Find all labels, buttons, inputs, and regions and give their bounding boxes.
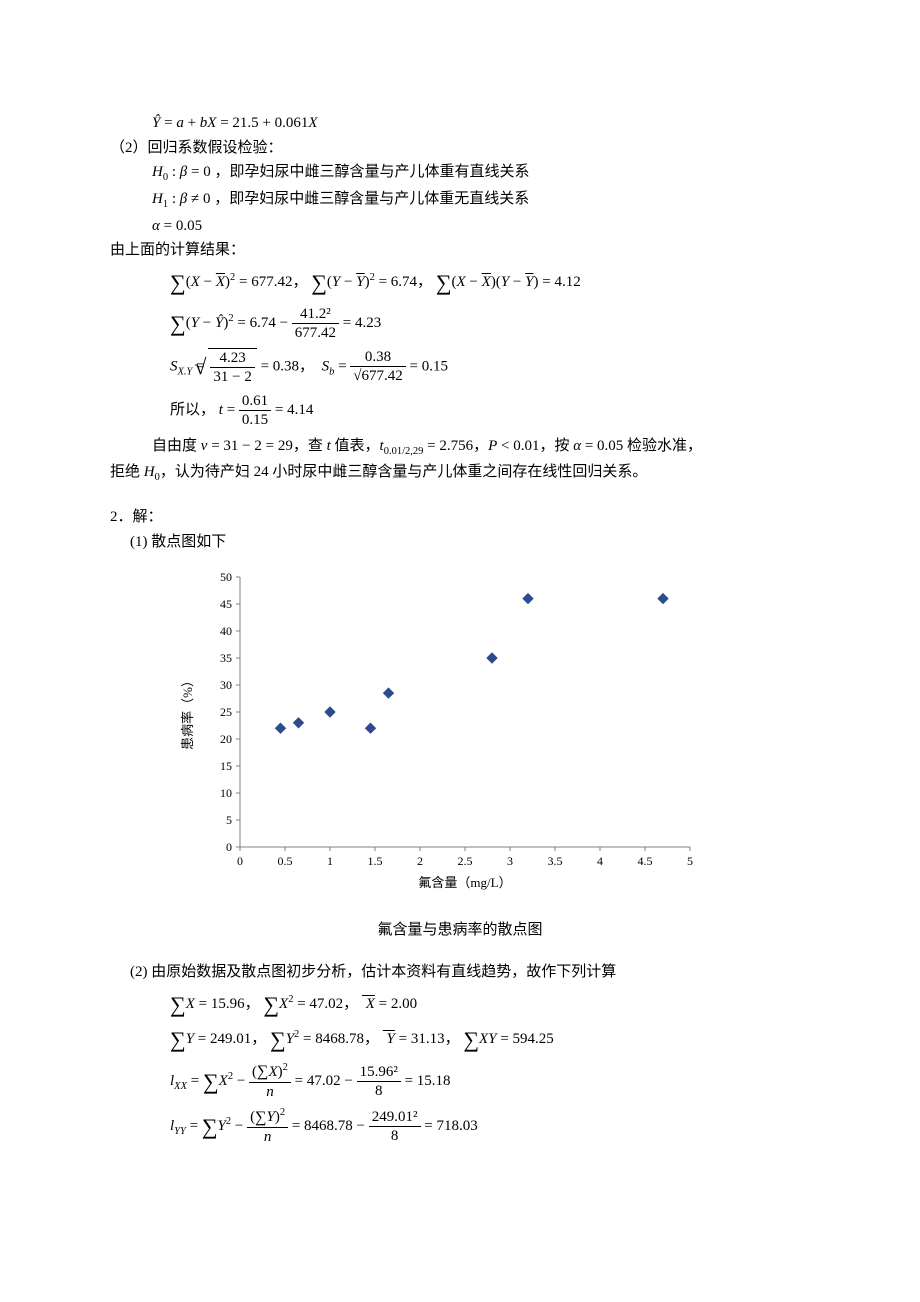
sxy-value: 4.12 [554, 273, 580, 289]
svg-text:1: 1 [327, 854, 333, 868]
problem-2-header: 2．解： [110, 506, 810, 529]
svg-text:0: 0 [237, 854, 243, 868]
chart-caption: 氟含量与患病率的散点图 [110, 919, 810, 942]
svg-text:5: 5 [226, 813, 232, 827]
lxx-row: lXX = ∑X2 − (∑X)2n = 47.02 − 15.96²8 = 1… [110, 1062, 810, 1101]
h1-hypothesis: H1 : β ≠ 0 ，即孕妇尿中雌三醇含量与产儿体重无直线关系 [110, 188, 810, 213]
sums-x-row: ∑X = 15.96， ∑X2 = 47.02， X = 2.00 [110, 988, 810, 1021]
svg-text:3: 3 [507, 854, 513, 868]
svg-text:45: 45 [220, 597, 232, 611]
syy-value: 6.74 [391, 273, 417, 289]
t-statistic-row: 所以， t = 0.610.15 = 4.14 [110, 392, 810, 429]
svg-text:0.5: 0.5 [278, 854, 293, 868]
alpha-level: α = 0.05 [110, 215, 810, 238]
svg-text:3.5: 3.5 [548, 854, 563, 868]
standard-errors-row: SX.Y = 4.2331 − 2 = 0.38， Sb = 0.38√677.… [110, 348, 810, 386]
conclusion-line2: 拒绝 H0，认为待产妇 24 小时尿中雌三醇含量与产儿体重之间存在线性回归关系。 [110, 461, 810, 486]
hypothesis-test-header: （2）回归系数假设检验： [110, 137, 810, 160]
lyy-row: lYY = ∑Y2 − (∑Y)2n = 8468.78 − 249.01²8 … [110, 1107, 810, 1146]
problem-2-sub1: (1) 散点图如下 [110, 531, 810, 554]
residual-ss-row: ∑(Y − Ŷ)2 = 6.74 − 41.2²677.42 = 4.23 [110, 305, 810, 342]
svg-text:4: 4 [597, 854, 603, 868]
svg-text:20: 20 [220, 732, 232, 746]
svg-text:35: 35 [220, 651, 232, 665]
svg-text:50: 50 [220, 570, 232, 584]
svg-text:4.5: 4.5 [638, 854, 653, 868]
sums-y-row: ∑Y = 249.01， ∑Y2 = 8468.78， Y = 31.13， ∑… [110, 1023, 810, 1056]
svg-text:30: 30 [220, 678, 232, 692]
problem-2-sub2: (2) 由原始数据及散点图初步分析，估计本资料有直线趋势，故作下列计算 [110, 961, 810, 984]
svg-text:1.5: 1.5 [368, 854, 383, 868]
page-container: Ŷ = a + bX = 21.5 + 0.061X （2）回归系数假设检验： … [0, 0, 920, 1208]
regression-equation: Ŷ = a + bX = 21.5 + 0.061X [110, 112, 810, 135]
svg-text:2.5: 2.5 [458, 854, 473, 868]
conclusion-line1: 自由度 ν = 31 − 2 = 29，查 t 值表，t0.01/2,29 = … [110, 435, 810, 460]
svg-text:0: 0 [226, 840, 232, 854]
svg-text:10: 10 [220, 786, 232, 800]
scatter-chart: 0 5 10 15 20 25 30 35 40 45 50 0 0.5 1 1.5 2 2.5 3 3.5 4 4.5… [170, 567, 810, 905]
svg-text:患病率（%）: 患病率（%） [180, 674, 195, 750]
sxx-value: 677.42 [251, 273, 292, 289]
svg-text:40: 40 [220, 624, 232, 638]
scatter-svg: 0 5 10 15 20 25 30 35 40 45 50 0 0.5 1 1.5 2 2.5 3 3.5 4 4.5… [170, 567, 710, 897]
svg-text:2: 2 [417, 854, 423, 868]
svg-text:氟含量（mg/L）: 氟含量（mg/L） [418, 875, 511, 890]
sum-of-squares-row: ∑(X − X)2 = 677.42， ∑(Y − Y)2 = 6.74， ∑(… [110, 266, 810, 299]
svg-text:25: 25 [220, 705, 232, 719]
h0-hypothesis: H0 : β = 0 ，即孕妇尿中雌三醇含量与产儿体重有直线关系 [110, 161, 810, 186]
calc-results-header: 由上面的计算结果： [110, 239, 810, 262]
svg-text:5: 5 [687, 854, 693, 868]
svg-text:15: 15 [220, 759, 232, 773]
